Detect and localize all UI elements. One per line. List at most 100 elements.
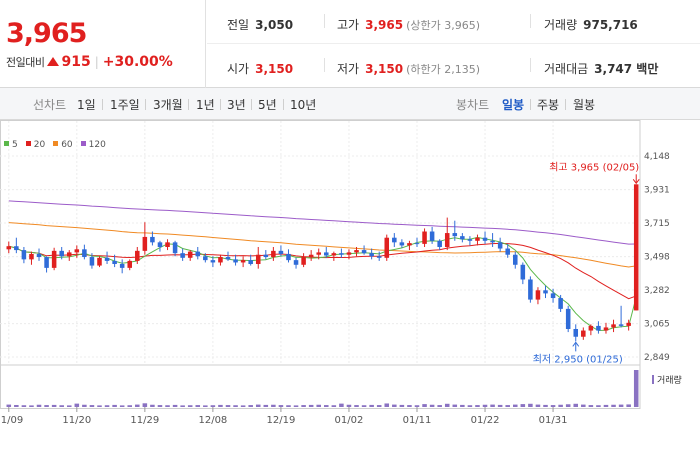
volume-bar [482, 404, 488, 407]
candle-body [452, 233, 458, 237]
period-tab-3y[interactable]: 3년 [227, 98, 246, 112]
candle-tab-daily[interactable]: 일봉 [502, 98, 525, 112]
stat-low: 저가 3,150 (하한가 2,135) [337, 60, 480, 77]
candle-body [44, 257, 49, 268]
period-tab-3m[interactable]: 3개월 [153, 98, 183, 112]
ma-legend-swatch [53, 141, 59, 146]
volume-bar [422, 404, 427, 407]
volume-bar [187, 405, 193, 407]
volume-bar [588, 405, 594, 407]
candle-body [233, 259, 238, 263]
ma-line-120 [8, 200, 637, 245]
volume-bar [104, 405, 110, 407]
candle-body [301, 257, 306, 265]
stat-volume: 거래량 975,716 [544, 16, 638, 33]
y-tick-label: 3,715 [644, 219, 670, 229]
volume-bar [535, 404, 541, 407]
candle-body [240, 260, 246, 263]
volume-bar [308, 404, 314, 407]
candle-body [203, 256, 208, 261]
period-tab-10y[interactable]: 10년 [290, 98, 317, 112]
period-tab-1y[interactable]: 1년 [196, 98, 215, 112]
volume-bar [331, 405, 337, 407]
volume-bar [127, 405, 132, 407]
volume-bar [384, 403, 390, 407]
volume-bar [618, 404, 624, 407]
volume-bar [293, 405, 299, 407]
up-arrow-icon [47, 57, 60, 66]
ma-legend-item-20: 20 [25, 140, 45, 150]
volume-bar [225, 405, 231, 407]
volume-bar [135, 404, 140, 407]
x-tick-label: 11/09 [0, 415, 23, 426]
period-tab-1d[interactable]: 1일 [77, 98, 96, 112]
volume-bar [324, 405, 329, 407]
volume-bar [255, 404, 261, 407]
toolbar-divider [530, 99, 531, 110]
period-tab-5y[interactable]: 5년 [258, 98, 277, 112]
volume-swatch [652, 375, 654, 384]
volume-bar [460, 404, 465, 407]
change-label: 전일대비 [6, 56, 45, 69]
volume-bar [626, 404, 631, 407]
volume-bar [36, 404, 42, 407]
volume-bar [301, 405, 306, 407]
x-tick-label: 01/02 [335, 415, 364, 426]
candle-body [573, 328, 579, 337]
candle-body [467, 239, 473, 241]
candle-body [437, 240, 442, 247]
candle-body [225, 257, 231, 260]
line-chart-label: 선차트 [33, 98, 67, 112]
volume-bar [89, 405, 95, 407]
y-tick-label: 3,282 [644, 286, 670, 296]
volume-bar [59, 405, 64, 407]
toolbar-divider [188, 99, 189, 110]
toolbar-divider [220, 99, 221, 110]
candle-body [29, 253, 34, 260]
candle-body [127, 260, 132, 268]
candle-body [293, 260, 299, 265]
ma-line-20 [8, 242, 637, 300]
max-arrow-icon [632, 179, 640, 185]
candle-tab-weekly[interactable]: 주봉 [537, 98, 560, 112]
y-tick-label: 2,849 [644, 353, 670, 363]
volume-bar [444, 403, 450, 407]
volume-bar [497, 404, 503, 407]
volume-bar [339, 403, 344, 407]
volume-bar [354, 405, 359, 407]
ma-legend: 5 20 60 120 [4, 140, 114, 150]
volume-bar [361, 405, 367, 407]
ma-line-5 [8, 236, 637, 332]
current-price: 3,965 [6, 18, 87, 49]
stat-label: 고가 [337, 18, 360, 32]
volume-bar [6, 404, 12, 407]
max-annotation: 최고 3,965 (02/05) [549, 161, 639, 173]
volume-bar [452, 404, 458, 407]
stat-label: 거래량 [544, 18, 578, 32]
candle-body [429, 231, 435, 241]
period-tab-1w[interactable]: 1주일 [110, 98, 140, 112]
min-arrow-icon [572, 341, 580, 347]
candle-body [271, 250, 276, 258]
candle-body [142, 236, 148, 251]
candle-tab-monthly[interactable]: 월봉 [573, 98, 596, 112]
stat-value: 3,150 [255, 62, 294, 76]
y-tick-label: 3,065 [644, 320, 670, 330]
stat-value: 975,716 [583, 18, 638, 32]
volume-bar [550, 405, 556, 407]
candle-body [346, 252, 352, 255]
volume-bar [633, 370, 639, 407]
change-value: 915 [61, 54, 91, 70]
candle-body [36, 253, 42, 258]
candle-body [633, 184, 639, 311]
candle-body [520, 264, 526, 280]
volume-bar [74, 403, 80, 407]
price-change: 전일대비 915 | +30.00% [6, 54, 173, 70]
min-annotation: 최저 2,950 (01/25) [533, 353, 623, 365]
candle-body [89, 257, 95, 266]
volume-bar [157, 405, 163, 407]
ma-legend-item-5: 5 [4, 140, 18, 150]
ma-legend-item-120: 120 [80, 140, 106, 150]
candle-body [324, 252, 329, 256]
volume-bar [513, 404, 518, 407]
